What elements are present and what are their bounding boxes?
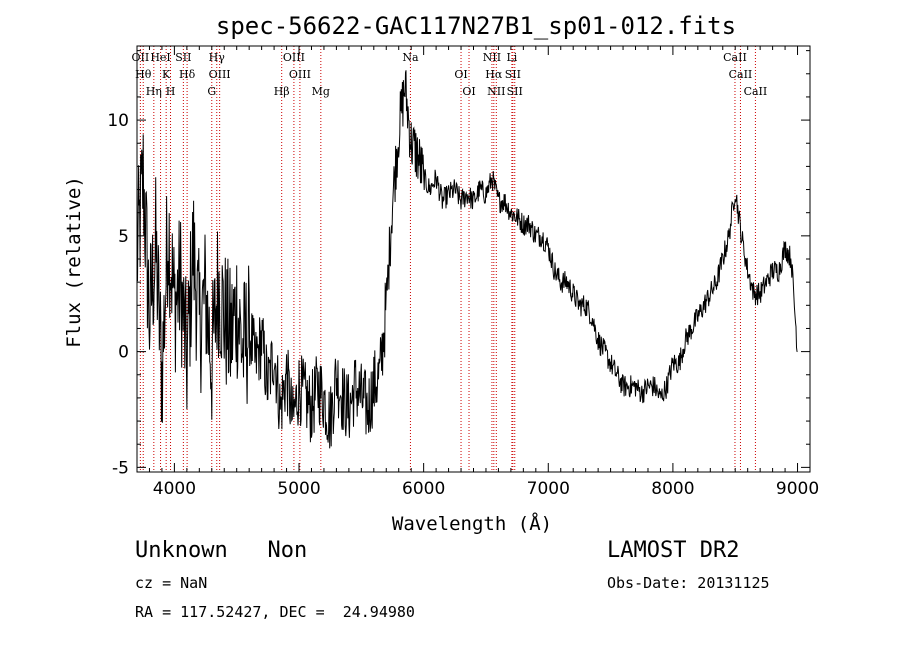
line-marker-label: OI bbox=[454, 68, 467, 81]
y-tick-label: 10 bbox=[107, 111, 129, 131]
line-marker-label: HeI bbox=[150, 51, 170, 64]
line-marker-label: SII bbox=[175, 51, 191, 64]
line-marker-label: CaII bbox=[729, 68, 753, 81]
line-marker-label: Hα bbox=[485, 68, 503, 81]
y-axis: -5 0 5 10 bbox=[107, 50, 810, 478]
coordinates-label: RA = 117.52427, DEC = 24.94980 bbox=[135, 603, 415, 621]
line-marker-label: Na bbox=[402, 51, 419, 64]
x-tick-label: 8000 bbox=[651, 479, 694, 499]
x-tick-label: 7000 bbox=[527, 479, 570, 499]
plot-frame bbox=[136, 45, 811, 473]
line-marker-label: OIII bbox=[209, 68, 231, 81]
x-tick-label: 9000 bbox=[776, 479, 819, 499]
x-tick-label: 4000 bbox=[153, 479, 196, 499]
line-marker-label: CaII bbox=[744, 85, 768, 98]
line-marker-label: NII bbox=[487, 85, 505, 98]
line-marker-label: SII bbox=[507, 85, 523, 98]
line-marker-label: SII bbox=[505, 68, 521, 81]
line-marker-label: Li bbox=[506, 51, 517, 64]
line-marker-label: Hθ bbox=[135, 68, 152, 81]
line-marker-label: Hγ bbox=[209, 51, 226, 64]
spectrum-line bbox=[136, 70, 798, 449]
line-marker-label: NII bbox=[483, 51, 501, 64]
line-marker-label: OII bbox=[132, 51, 150, 64]
marker-labels: OIIHθHηHeIKHSIIHδGHγOIIIHβOIIIOIIIMgNaOI… bbox=[132, 51, 768, 98]
survey-label: LAMOST DR2 bbox=[607, 538, 740, 563]
y-tick-label: -5 bbox=[112, 458, 129, 478]
line-marker-label: OIII bbox=[289, 68, 311, 81]
y-tick-label: 5 bbox=[118, 227, 129, 247]
line-marker-label: OI bbox=[462, 85, 475, 98]
line-markers bbox=[139, 46, 756, 472]
line-marker-label: H bbox=[166, 85, 176, 98]
x-tick-label: 6000 bbox=[402, 479, 445, 499]
x-tick-label: 5000 bbox=[277, 479, 320, 499]
y-axis-label: Flux (relative) bbox=[63, 176, 85, 348]
line-marker-label: G bbox=[207, 85, 216, 98]
object-class-label: Unknown Non bbox=[135, 538, 308, 563]
line-marker-label: K bbox=[162, 68, 171, 81]
redshift-label: cz = NaN bbox=[135, 574, 208, 592]
x-axis-label: Wavelength (Å) bbox=[392, 512, 552, 535]
line-marker-label: Hδ bbox=[179, 68, 196, 81]
line-marker-label: CaII bbox=[723, 51, 747, 64]
obs-date-label: Obs-Date: 20131125 bbox=[607, 574, 770, 592]
x-axis: 4000 5000 6000 7000 8000 9000 bbox=[148, 46, 819, 499]
y-tick-label: 0 bbox=[118, 343, 129, 363]
line-marker-label: Mg bbox=[312, 85, 330, 98]
chart-title: spec-56622-GAC117N27B1_sp01-012.fits bbox=[216, 12, 736, 40]
line-marker-label: Hβ bbox=[274, 85, 290, 98]
line-marker-label: OIII bbox=[283, 51, 305, 64]
line-marker-label: Hη bbox=[146, 85, 162, 98]
